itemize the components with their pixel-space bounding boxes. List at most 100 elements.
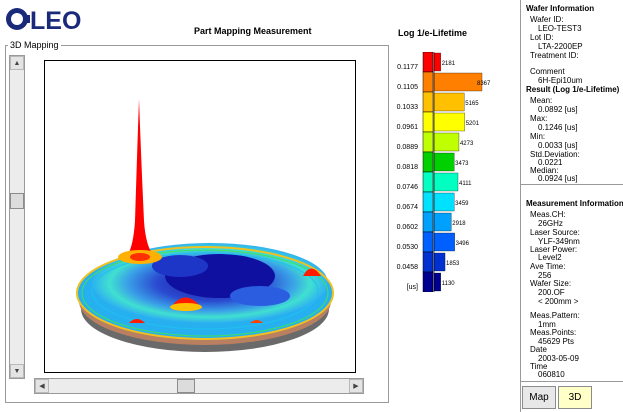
histogram-count: 3473	[455, 161, 469, 167]
std-value: 0.0221	[538, 158, 563, 167]
horizontal-scrollbar[interactable]: ◀ ▶	[34, 378, 364, 394]
vertical-scrollbar[interactable]: ▲ ▼	[9, 55, 25, 379]
histogram-bar	[433, 92, 465, 112]
std-label: Std.Deviation:	[530, 150, 580, 159]
logo-text: LEO	[30, 7, 81, 33]
meas-points-value: 45629 Pts	[538, 337, 575, 346]
histogram-bar	[433, 272, 441, 292]
info-panel	[520, 0, 623, 412]
colorbar-tick-label: 0.0530	[396, 244, 418, 251]
wafer-id-value: LEO-TEST3	[538, 24, 582, 33]
ave-time-value: 256	[538, 271, 552, 280]
scroll-right-button[interactable]: ▶	[349, 379, 363, 393]
colorbar-histogram: 2181 8367 5165 5201 4273 3473 4111 3459 2918 3496…	[422, 52, 491, 292]
histogram-bar	[433, 252, 446, 272]
colorbar-tick-label: 0.0889	[396, 144, 418, 151]
vertical-scroll-thumb[interactable]	[10, 193, 24, 209]
divider	[520, 381, 623, 382]
colorbar-swatch	[422, 111, 434, 133]
divider	[520, 184, 623, 185]
laser-power-label: Laser Power:	[530, 245, 578, 254]
small-peak-4	[250, 320, 263, 323]
colorbar-swatch	[422, 191, 434, 213]
group-label: 3D Mapping	[8, 40, 61, 50]
laser-source-label: Laser Source:	[530, 228, 580, 237]
histogram-bar	[433, 112, 465, 132]
histogram-bar	[433, 152, 455, 172]
comment-label: Comment	[530, 67, 565, 76]
colorbar-swatch	[422, 171, 434, 193]
colorbar-swatch	[422, 131, 434, 153]
3d-mapping-group	[5, 45, 389, 403]
histogram-bar	[433, 232, 455, 252]
histogram-bar	[433, 132, 460, 152]
lot-id-value: LTA-2200EP	[538, 42, 583, 51]
wafer-info-title: Wafer Information	[526, 4, 595, 13]
horizontal-scroll-thumb[interactable]	[177, 379, 195, 393]
colorbar-tick-label: 0.0602	[396, 224, 418, 231]
meas-points-label: Meas.Points:	[530, 328, 577, 337]
colorbar-tick-label: 0.0746	[396, 184, 418, 191]
colorbar-tick-label: 0.0961	[396, 124, 418, 131]
histogram-count: 3459	[455, 201, 469, 207]
colorbar-swatch	[422, 91, 434, 113]
wafer-id-label: Wafer ID:	[530, 15, 564, 24]
meas-ch-label: Meas.CH:	[530, 210, 566, 219]
mean-label: Mean:	[530, 96, 553, 105]
measurement-title: Measurement Information	[526, 199, 623, 208]
colorbar-tick-label: 0.0458	[396, 264, 418, 271]
lot-id-label: Lot ID:	[530, 33, 554, 42]
3d-map-plot	[44, 60, 356, 373]
time-label: Time	[530, 362, 548, 371]
colorbar-swatch	[422, 251, 434, 273]
wafer-size-label: Wafer Size:	[530, 279, 572, 288]
mean-value: 0.0892 [us]	[538, 105, 578, 114]
colorbar-title: Log 1/e-Lifetime	[398, 28, 468, 38]
meas-pattern-value: 1mm	[538, 320, 556, 329]
colorbar-tick-label: 0.1105	[397, 84, 418, 91]
date-value: 2003-05-09	[538, 354, 579, 363]
histogram-count: 8367	[477, 81, 491, 87]
max-label: Max:	[530, 114, 548, 123]
scroll-down-button[interactable]: ▼	[10, 364, 24, 378]
colorbar-tick-label: [us]	[406, 284, 418, 291]
median-value: 0.0924 [us]	[538, 174, 578, 183]
colorbar-swatch	[422, 231, 434, 253]
min-label: Min:	[530, 132, 546, 141]
histogram-count: 1853	[446, 261, 460, 267]
meas-pattern-label: Meas.Pattern:	[530, 311, 580, 320]
histogram-bar	[433, 212, 452, 232]
laser-source-value: YLF-349nm	[538, 237, 580, 246]
min-value: 0.0033 [us]	[538, 141, 578, 150]
colorbar-swatch	[422, 71, 434, 93]
3d-view-button[interactable]: 3D	[558, 386, 592, 409]
date-label: Date	[530, 345, 547, 354]
colorbar-ticks: 0.1177 0.1105 0.1033 0.0961 0.0889 0.0818 0.07…	[394, 52, 418, 292]
histogram-count: 2918	[452, 221, 466, 227]
colorbar-swatch	[422, 271, 434, 292]
wafer-size-value: 200.OF	[538, 288, 565, 297]
histogram-bar	[433, 52, 441, 72]
colorbar-swatch	[422, 52, 434, 73]
comment-value: 6H-Epi10um	[538, 76, 583, 85]
laser-power-value: Level2	[538, 253, 562, 262]
leo-logo: LEO	[6, 7, 81, 33]
histogram-bar	[433, 72, 483, 92]
scroll-up-button[interactable]: ▲	[10, 56, 24, 70]
small-peak-2	[303, 268, 321, 276]
map-view-button[interactable]: Map	[522, 386, 556, 409]
histogram-bar	[433, 192, 455, 212]
colorbar-tick-label: 0.1033	[396, 104, 418, 111]
small-peak-3	[129, 319, 145, 323]
colorbar-tick-label: 0.0818	[396, 164, 418, 171]
ave-time-label: Ave Time:	[530, 262, 566, 271]
meas-ch-value: 26GHz	[538, 219, 563, 228]
histogram-count: 2181	[442, 61, 456, 67]
median-label: Median:	[530, 166, 559, 175]
page-title: Part Mapping Measurement	[194, 26, 312, 36]
scroll-left-button[interactable]: ◀	[35, 379, 49, 393]
colorbar-tick-label: 0.0674	[396, 204, 418, 211]
peak-spike	[125, 99, 157, 262]
max-value: 0.1246 [us]	[538, 123, 578, 132]
treatment-id-label: Treatment ID:	[530, 51, 579, 60]
